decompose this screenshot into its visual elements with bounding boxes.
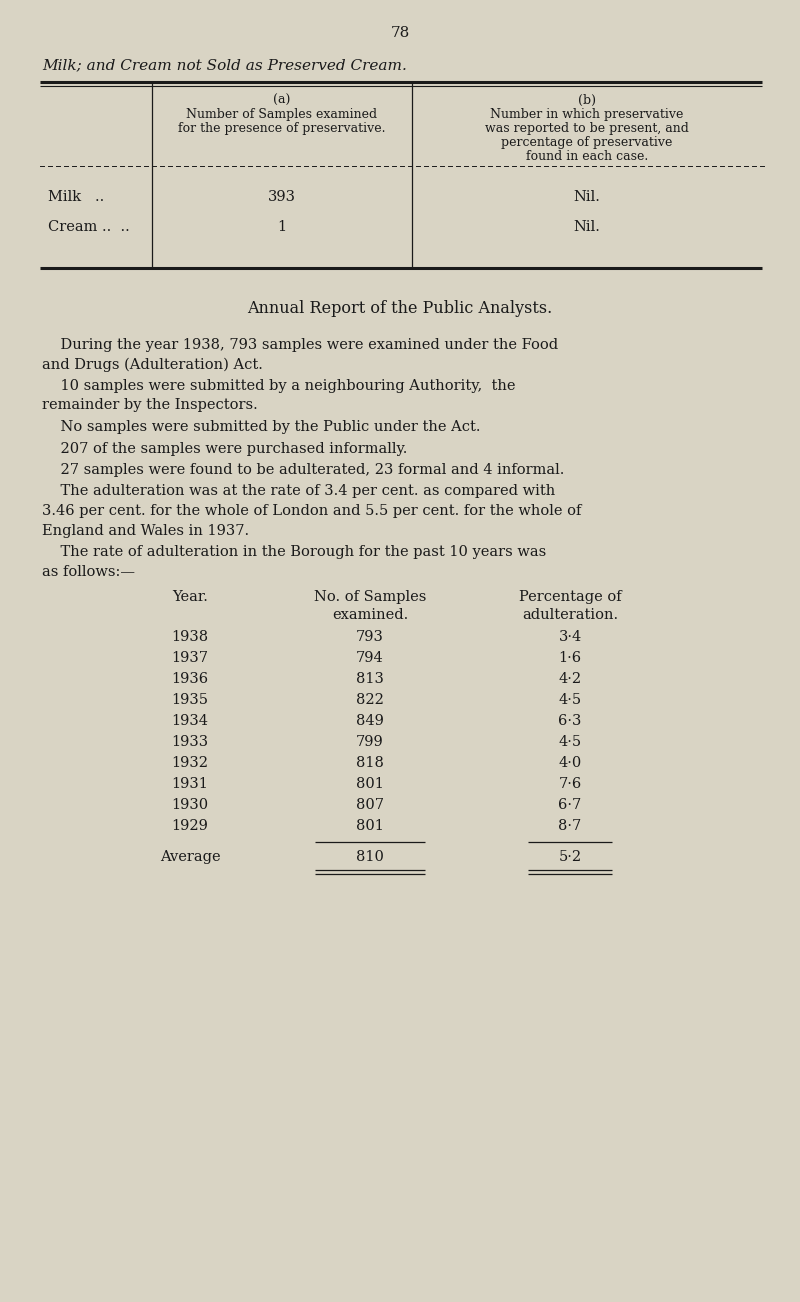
Text: 799: 799 [356,736,384,749]
Text: 822: 822 [356,693,384,707]
Text: Nil.: Nil. [574,190,601,204]
Text: The adulteration was at the rate of 3.4 per cent. as compared with: The adulteration was at the rate of 3.4 … [42,484,555,499]
Text: 8·7: 8·7 [558,819,582,833]
Text: 1938: 1938 [171,630,209,644]
Text: 810: 810 [356,850,384,865]
Text: The rate of adulteration in the Borough for the past 10 years was: The rate of adulteration in the Borough … [42,546,546,559]
Text: 1929: 1929 [171,819,209,833]
Text: 807: 807 [356,798,384,812]
Text: (b): (b) [578,94,596,107]
Text: Average: Average [160,850,220,865]
Text: During the year 1938, 793 samples were examined under the Food: During the year 1938, 793 samples were e… [42,339,558,352]
Text: 4·0: 4·0 [558,756,582,769]
Text: (a): (a) [274,94,290,107]
Text: 1·6: 1·6 [558,651,582,665]
Text: Cream ..  ..: Cream .. .. [48,220,130,234]
Text: 1934: 1934 [171,713,209,728]
Text: found in each case.: found in each case. [526,150,648,163]
Text: 6·3: 6·3 [558,713,582,728]
Text: 6·7: 6·7 [558,798,582,812]
Text: 78: 78 [390,26,410,40]
Text: percentage of preservative: percentage of preservative [502,135,673,148]
Text: 5·2: 5·2 [558,850,582,865]
Text: 801: 801 [356,819,384,833]
Text: 3.46 per cent. for the whole of London and 5.5 per cent. for the whole of: 3.46 per cent. for the whole of London a… [42,504,582,518]
Text: No. of Samples: No. of Samples [314,590,426,604]
Text: as follows:—: as follows:— [42,565,135,578]
Text: 4·5: 4·5 [558,736,582,749]
Text: 393: 393 [268,190,296,204]
Text: 1: 1 [278,220,286,234]
Text: remainder by the Inspectors.: remainder by the Inspectors. [42,398,258,413]
Text: 813: 813 [356,672,384,686]
Text: examined.: examined. [332,608,408,622]
Text: 3·4: 3·4 [558,630,582,644]
Text: 793: 793 [356,630,384,644]
Text: 10 samples were submitted by a neighbouring Authority,  the: 10 samples were submitted by a neighbour… [42,379,515,393]
Text: 801: 801 [356,777,384,792]
Text: Year.: Year. [172,590,208,604]
Text: was reported to be present, and: was reported to be present, and [485,122,689,135]
Text: Number in which preservative: Number in which preservative [490,108,684,121]
Text: 1936: 1936 [171,672,209,686]
Text: Milk   ..: Milk .. [48,190,104,204]
Text: Number of Samples examined: Number of Samples examined [186,108,378,121]
Text: Milk; and Cream not Sold as Preserved Cream.: Milk; and Cream not Sold as Preserved Cr… [42,59,407,72]
Text: 27 samples were found to be adulterated, 23 formal and 4 informal.: 27 samples were found to be adulterated,… [42,464,564,477]
Text: No samples were submitted by the Public under the Act.: No samples were submitted by the Public … [42,421,481,434]
Text: adulteration.: adulteration. [522,608,618,622]
Text: Percentage of: Percentage of [518,590,622,604]
Text: 207 of the samples were purchased informally.: 207 of the samples were purchased inform… [42,441,407,456]
Text: for the presence of preservative.: for the presence of preservative. [178,122,386,135]
Text: 794: 794 [356,651,384,665]
Text: 1931: 1931 [171,777,209,792]
Text: 7·6: 7·6 [558,777,582,792]
Text: England and Wales in 1937.: England and Wales in 1937. [42,523,249,538]
Text: 849: 849 [356,713,384,728]
Text: 4·5: 4·5 [558,693,582,707]
Text: Nil.: Nil. [574,220,601,234]
Text: Annual Report of the Public Analysts.: Annual Report of the Public Analysts. [247,299,553,316]
Text: 818: 818 [356,756,384,769]
Text: 1933: 1933 [171,736,209,749]
Text: 1932: 1932 [171,756,209,769]
Text: 1930: 1930 [171,798,209,812]
Text: 1937: 1937 [171,651,209,665]
Text: 1935: 1935 [171,693,209,707]
Text: 4·2: 4·2 [558,672,582,686]
Text: and Drugs (Adulteration) Act.: and Drugs (Adulteration) Act. [42,358,263,372]
